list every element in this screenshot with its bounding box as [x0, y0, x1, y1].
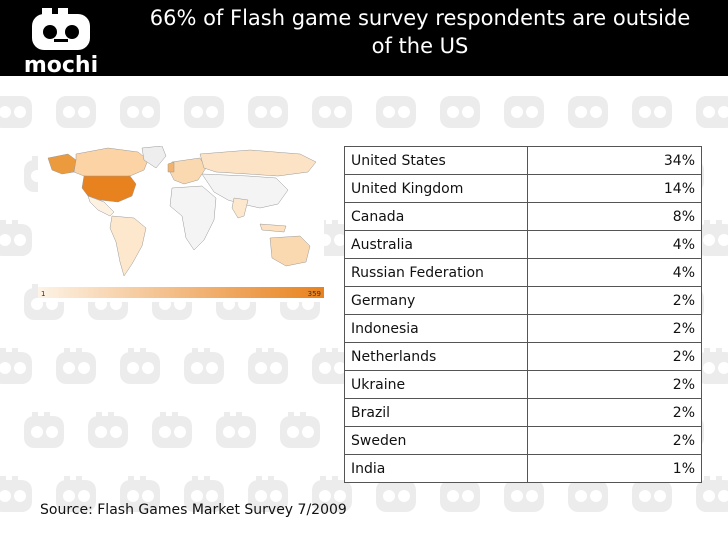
watermark-robot-icon [438, 96, 484, 136]
map-region-mexico [87, 195, 115, 217]
country-name: Canada [344, 202, 528, 231]
source-note: Source: Flash Games Market Survey 7/2009 [40, 502, 347, 518]
country-percent: 4% [527, 230, 702, 259]
watermark-robot-icon [86, 412, 132, 456]
world-map: 1 359 [38, 146, 324, 302]
map-region-indonesia [259, 223, 287, 233]
table-row: Australia 4% [344, 230, 702, 259]
table-row: Netherlands 2% [344, 342, 702, 371]
map-region-india [231, 197, 249, 219]
table-row: Ukraine 2% [344, 370, 702, 399]
watermark-robot-icon [630, 96, 676, 136]
country-name: United Kingdom [344, 174, 528, 203]
watermark-robot-icon [694, 220, 728, 264]
map-region-usa [81, 175, 137, 203]
country-name: Australia [344, 230, 528, 259]
watermark-robot-icon [118, 476, 164, 520]
country-name: Germany [344, 286, 528, 315]
watermark-robot-icon [150, 412, 196, 456]
country-name: Brazil [344, 398, 528, 427]
country-percent: 14% [527, 174, 702, 203]
watermark-robot-icon [54, 96, 100, 136]
watermark-robot-icon [214, 412, 260, 456]
watermark-robot-icon [0, 96, 36, 136]
watermark-robot-icon [0, 476, 36, 520]
page-title: 66% of Flash game survey respondents are… [120, 4, 720, 60]
watermark-robot-icon [0, 348, 36, 392]
country-name: Netherlands [344, 342, 528, 371]
country-percent: 2% [527, 426, 702, 455]
country-name: India [344, 454, 528, 483]
watermark-robot-icon [694, 96, 728, 136]
table-row: Russian Federation 4% [344, 258, 702, 287]
watermark-robot-icon [310, 348, 356, 392]
watermark-robot-icon [310, 96, 356, 136]
table-row: Indonesia 2% [344, 314, 702, 343]
watermark-robot-icon [54, 348, 100, 392]
watermark-robot-icon [246, 96, 292, 136]
country-percent: 1% [527, 454, 702, 483]
table-row: United Kingdom 14% [344, 174, 702, 203]
title-bar: mochi 66% of Flash game survey responden… [0, 0, 728, 76]
watermark-robot-icon [54, 476, 100, 520]
map-region-europe [169, 157, 207, 185]
map-region-south-america [109, 215, 147, 277]
country-name: Indonesia [344, 314, 528, 343]
watermark-robot-icon [182, 476, 228, 520]
legend-max-label: 359 [308, 290, 321, 298]
table-row: Brazil 2% [344, 398, 702, 427]
country-name: Sweden [344, 426, 528, 455]
map-region-greenland [141, 146, 167, 169]
watermark-robot-icon [374, 96, 420, 136]
watermark-robot-icon [118, 96, 164, 136]
watermark-robot-icon [118, 348, 164, 392]
title-line-1: 66% of Flash game survey respondents are… [149, 6, 691, 30]
map-region-asia [201, 173, 289, 209]
title-line-2: of the US [371, 34, 469, 58]
country-name: Russian Federation [344, 258, 528, 287]
country-percent: 4% [527, 258, 702, 287]
map-region-australia [269, 235, 311, 267]
watermark-robot-icon [566, 96, 612, 136]
mochi-logo: mochi [24, 8, 98, 76]
map-region-uk [167, 161, 175, 173]
table-row: United States 34% [344, 146, 702, 175]
legend-min-label: 1 [41, 290, 45, 298]
table-row: Sweden 2% [344, 426, 702, 455]
country-percent: 34% [527, 146, 702, 175]
watermark-robot-icon [694, 476, 728, 520]
watermark-robot-icon [246, 348, 292, 392]
country-name: United States [344, 146, 528, 175]
map-legend-bar: 1 359 [38, 287, 324, 298]
country-name: Ukraine [344, 370, 528, 399]
watermark-robot-icon [0, 220, 36, 264]
map-region-russia [199, 149, 317, 177]
watermark-robot-icon [246, 476, 292, 520]
country-percent: 2% [527, 286, 702, 315]
table-row: India 1% [344, 454, 702, 483]
watermark-robot-icon [22, 412, 68, 456]
country-percent: 2% [527, 314, 702, 343]
logo-wordmark: mochi [24, 53, 98, 76]
table-row: Canada 8% [344, 202, 702, 231]
world-map-graphic [38, 146, 324, 286]
watermark-robot-icon [182, 348, 228, 392]
map-region-africa [169, 185, 217, 251]
country-percent: 2% [527, 398, 702, 427]
country-percent: 2% [527, 342, 702, 371]
country-percent: 8% [527, 202, 702, 231]
table-row: Germany 2% [344, 286, 702, 315]
country-percent: 2% [527, 370, 702, 399]
watermark-robot-icon [502, 96, 548, 136]
watermark-robot-icon [278, 412, 324, 456]
watermark-robot-icon [310, 476, 356, 520]
watermark-robot-icon [182, 96, 228, 136]
watermark-robot-icon [694, 348, 728, 392]
country-table: United States 34% United Kingdom 14% Canada 8… [344, 146, 702, 483]
